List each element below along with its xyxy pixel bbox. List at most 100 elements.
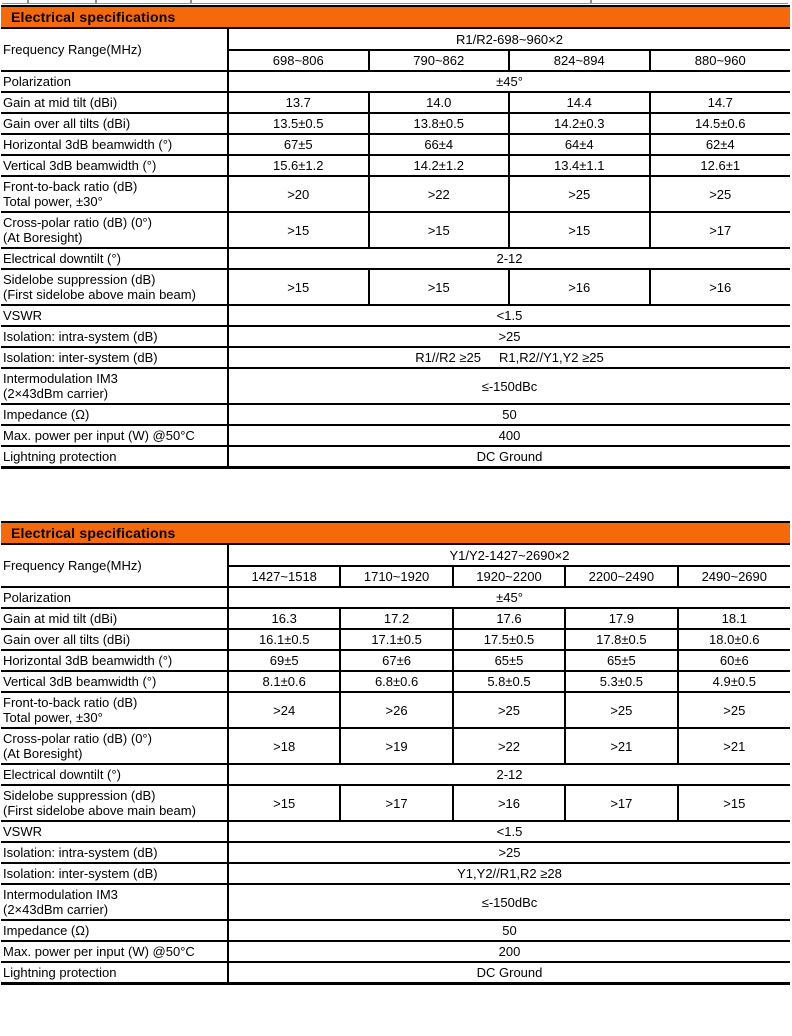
section-title: Electrical specifications <box>11 525 176 541</box>
spec-value: >19 <box>339 727 454 765</box>
spec-value: 17.8±0.5 <box>564 628 679 651</box>
spec-value: 16.3 <box>226 607 342 630</box>
spec-value: 65±5 <box>451 649 567 672</box>
spec-row-label: Isolation: inter-system (dB) <box>1 862 229 885</box>
freq-col-header: 2200~2490 <box>564 565 679 588</box>
spec-value: 12.6±1 <box>648 154 790 177</box>
table-row: Isolation: inter-system (dB) R1//R2 ≥25 R… <box>1 346 790 369</box>
spec-row-label: Front-to-back ratio (dB) Total power, ±3… <box>1 175 229 213</box>
spec-value: 14.5±0.6 <box>648 112 790 135</box>
table-row: Front-to-back ratio (dB) Total power, ±3… <box>1 691 790 729</box>
cutoff-table-remnant <box>2 0 788 4</box>
spec-value: >21 <box>676 727 790 765</box>
frequency-band-row: Frequency Range(MHz) Y1/Y2-1427~2690×2 <box>1 545 790 588</box>
table-row: Max. power per input (W) @50°C 400 <box>1 424 790 447</box>
spec-value: >15 <box>227 268 370 306</box>
spec-value: 14.7 <box>648 91 790 114</box>
spec-value: 6.8±0.6 <box>339 670 454 693</box>
spec-value: >22 <box>367 175 510 213</box>
table-row: Sidelobe suppression (dB) (First sidelob… <box>1 784 790 822</box>
frequency-band-row: Frequency Range(MHz) R1/R2-698~960×2 <box>1 29 790 72</box>
spec-value-span: ≤-150dBc <box>227 883 790 921</box>
spec-value: 17.6 <box>451 607 567 630</box>
table-row: Gain at mid tilt (dBi) 16.3 17.2 17.6 17.9 18… <box>1 607 790 630</box>
spec-value: 67±6 <box>339 649 454 672</box>
spec-value: >15 <box>367 211 510 249</box>
table-row: Gain over all tilts (dBi) 16.1±0.5 17.1±0.… <box>1 628 790 651</box>
table-row: Lightning protection DC Ground <box>1 961 790 984</box>
table-row: Isolation: intra-system (dB) >25 <box>1 841 790 864</box>
freq-col-header: 880~960 <box>648 49 790 72</box>
table-row: Lightning protection DC Ground <box>1 445 790 468</box>
spec-value: 18.1 <box>676 607 790 630</box>
spec-value: 13.8±0.5 <box>367 112 510 135</box>
spec-value: >16 <box>648 268 790 306</box>
spec-row-label: Lightning protection <box>1 445 229 468</box>
spec-row-label: Isolation: intra-system (dB) <box>1 325 229 348</box>
spec-value: >15 <box>226 784 342 822</box>
table-row: Electrical downtilt (°) 2-12 <box>1 763 790 786</box>
freq-col-header: 790~862 <box>367 49 510 72</box>
freq-col-header: 1427~1518 <box>228 565 342 588</box>
spec-value-span: 50 <box>227 919 790 942</box>
electrical-specifications-table-1: Frequency Range(MHz) R1/R2-698~960×2 698~8… <box>1 29 790 469</box>
freq-col-header: 1710~1920 <box>339 565 454 588</box>
spec-value: >26 <box>339 691 454 729</box>
spec-value-span: DC Ground <box>227 961 790 984</box>
spec-value-span: DC Ground <box>227 445 790 468</box>
spec-row-label: Impedance (Ω) <box>1 919 229 942</box>
spec-value: >24 <box>226 691 342 729</box>
spec-value: 69±5 <box>226 649 342 672</box>
spec-row-label: VSWR <box>1 304 229 327</box>
frequency-subband-row: 1427~1518 1710~1920 1920~2200 2200~2490 2490… <box>1 565 790 588</box>
spec-value: >16 <box>508 268 651 306</box>
spec-row-label: Cross-polar ratio (dB) (0°) (At Boresigh… <box>1 211 229 249</box>
table-row: VSWR <1.5 <box>1 304 790 327</box>
spec-row-label: Intermodulation IM3 (2×43dBm carrier) <box>1 883 229 921</box>
section-header-electrical-specifications-2: Electrical specifications <box>1 521 790 545</box>
spec-value-span: R1//R2 ≥25 R1,R2//Y1,Y2 ≥25 <box>227 346 790 369</box>
spec-value-span: <1.5 <box>227 820 790 843</box>
spec-row-label: Electrical downtilt (°) <box>1 763 229 786</box>
spec-value: 4.9±0.5 <box>676 670 790 693</box>
spec-value: >17 <box>564 784 679 822</box>
spec-value: >15 <box>508 211 651 249</box>
spec-row-label: Gain over all tilts (dBi) <box>1 112 229 135</box>
table-row: Electrical downtilt (°) 2-12 <box>1 247 790 270</box>
section-header-electrical-specifications-1: Electrical specifications <box>1 5 790 29</box>
spec-value-span: Y1,Y2//R1,R2 ≥28 <box>227 862 790 885</box>
table-row: Vertical 3dB beamwidth (°) 8.1±0.6 6.8±0.6… <box>1 670 790 693</box>
section-title: Electrical specifications <box>11 9 176 25</box>
spec-row-label: Max. power per input (W) @50°C <box>1 940 229 963</box>
spec-value: >18 <box>226 727 342 765</box>
spec-value: 60±6 <box>676 649 790 672</box>
table-row: Gain at mid tilt (dBi) 13.7 14.0 14.4 14.7 <box>1 91 790 114</box>
spec-row-label: Isolation: inter-system (dB) <box>1 346 229 369</box>
table-row: Horizontal 3dB beamwidth (°) 69±5 67±6 65±5… <box>1 649 790 672</box>
remnant-gridline <box>95 0 97 4</box>
spec-row-label: Polarization <box>1 586 229 609</box>
spec-value: 5.8±0.5 <box>451 670 567 693</box>
remnant-gridline <box>190 0 192 4</box>
spec-value: >20 <box>227 175 370 213</box>
table-row: Horizontal 3dB beamwidth (°) 67±5 66±4 64±4… <box>1 133 790 156</box>
spec-value: 15.6±1.2 <box>227 154 370 177</box>
spec-value-span: 2-12 <box>227 247 790 270</box>
spec-value: >25 <box>676 691 790 729</box>
spec-value: 5.3±0.5 <box>564 670 679 693</box>
table-row: Impedance (Ω) 50 <box>1 403 790 426</box>
spec-value: 14.0 <box>367 91 510 114</box>
electrical-specifications-table-2: Frequency Range(MHz) Y1/Y2-1427~2690×2 142… <box>1 545 790 985</box>
table-row: Cross-polar ratio (dB) (0°) (At Boresigh… <box>1 727 790 765</box>
spec-value: >22 <box>451 727 567 765</box>
spec-value: >25 <box>648 175 790 213</box>
spec-value: >16 <box>451 784 567 822</box>
spec-value: >17 <box>339 784 454 822</box>
spec-row-label: Impedance (Ω) <box>1 403 229 426</box>
spec-value: >25 <box>564 691 679 729</box>
spec-row-label: Sidelobe suppression (dB) (First sidelob… <box>1 268 229 306</box>
freq-col-header: 2490~2690 <box>676 565 790 588</box>
spec-row-label: Gain at mid tilt (dBi) <box>1 91 229 114</box>
table-row: Max. power per input (W) @50°C 200 <box>1 940 790 963</box>
spec-value: 62±4 <box>648 133 790 156</box>
